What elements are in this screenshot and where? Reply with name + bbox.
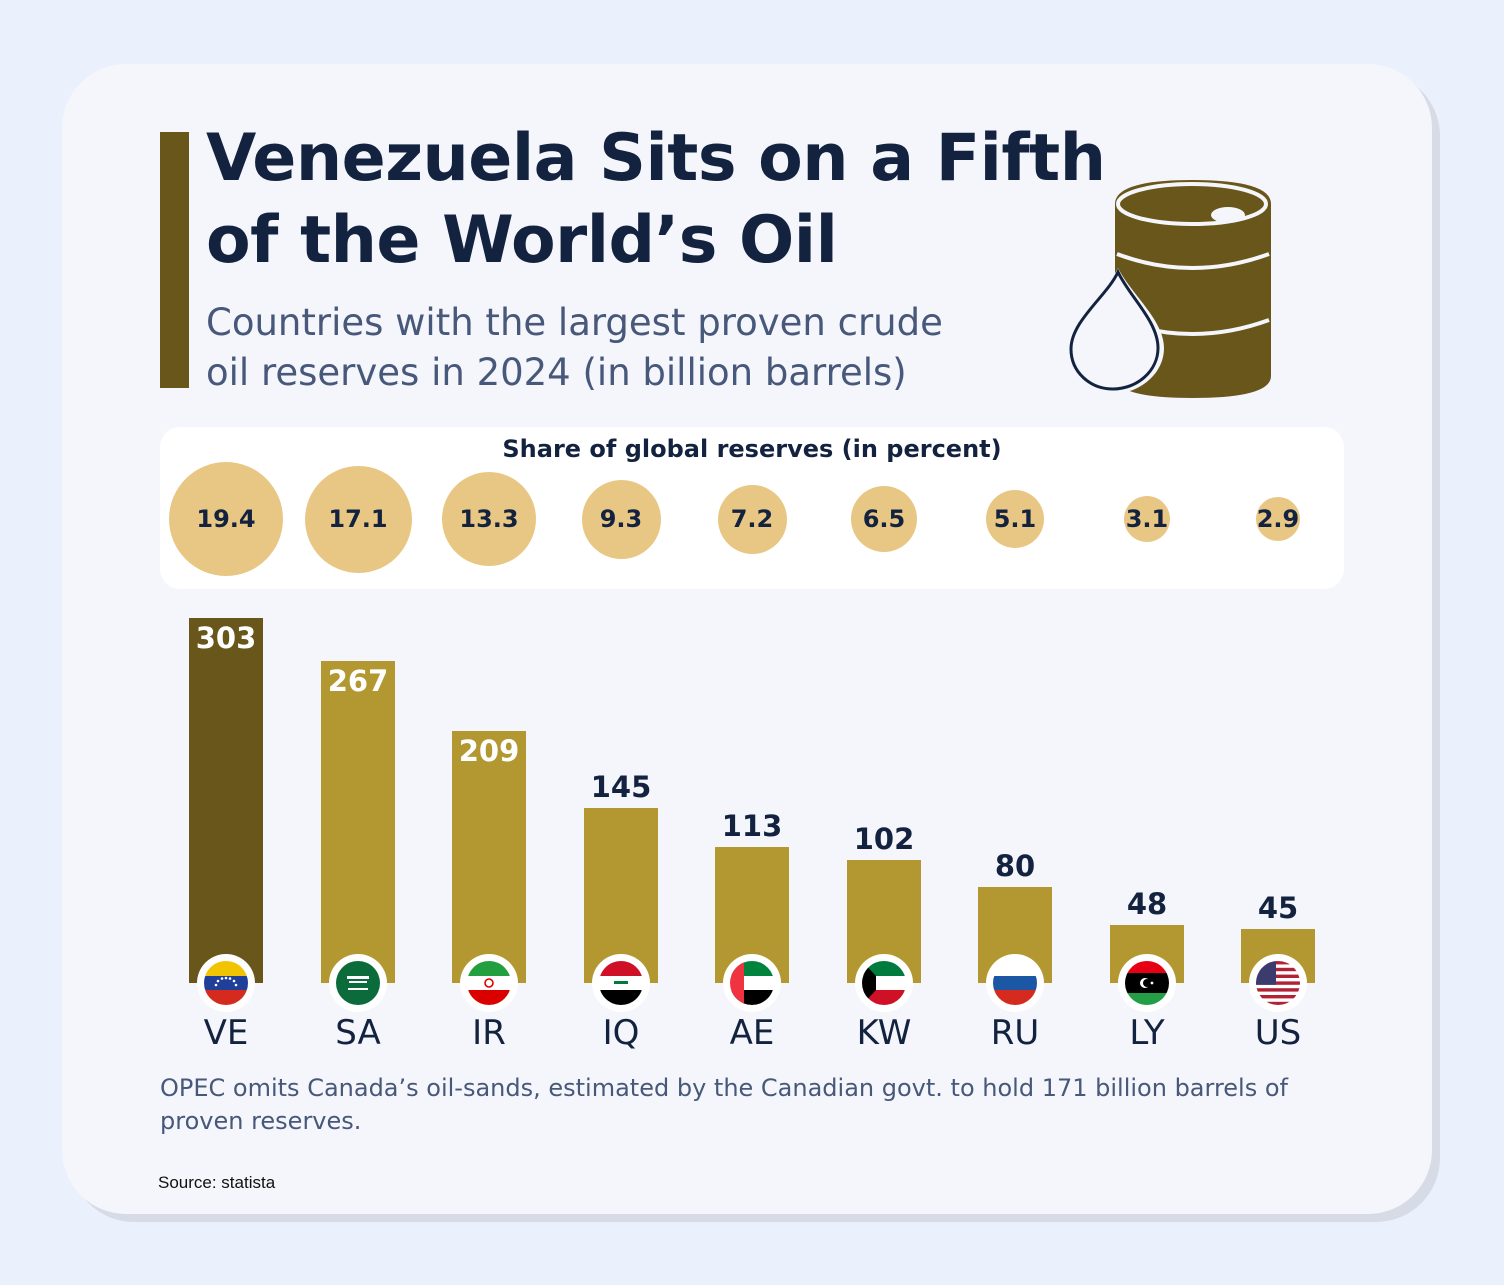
bar-value-label: 267 <box>327 664 389 698</box>
usa-flag-icon <box>1249 954 1307 1012</box>
oil-barrel-icon <box>1065 180 1271 398</box>
page-subtitle: Countries with the largest proven crude … <box>206 298 1006 398</box>
subtitle-line-1: Countries with the largest proven crude <box>206 301 943 344</box>
share-bubble: 19.4 <box>169 462 283 576</box>
libya-flag-icon <box>1118 954 1176 1012</box>
category-label: IQ <box>602 1013 640 1053</box>
iran-flag-icon <box>460 954 518 1012</box>
bar-sa <box>321 661 395 983</box>
title-accent-bar <box>160 132 189 388</box>
share-bubble: 6.5 <box>851 486 917 552</box>
category-label: IR <box>472 1013 506 1053</box>
share-bubble: 3.1 <box>1124 496 1170 542</box>
category-label: AE <box>729 1013 775 1053</box>
category-label: VE <box>203 1013 249 1053</box>
share-bubble: 7.2 <box>717 484 787 554</box>
share-panel: Share of global reserves (in percent) 19… <box>160 427 1344 589</box>
category-label: KW <box>856 1013 912 1053</box>
category-label: SA <box>335 1013 381 1053</box>
source-label: Source: statista <box>158 1173 276 1192</box>
subtitle-line-2: oil reserves in 2024 (in billion barrels… <box>206 351 907 394</box>
bar-value-label: 102 <box>853 822 915 856</box>
bar-value-label: 45 <box>1257 891 1299 925</box>
share-bubble: 13.3 <box>442 472 536 566</box>
venezuela-flag-icon <box>197 954 255 1012</box>
category-label: LY <box>1129 1013 1165 1053</box>
bar-ve <box>189 618 263 983</box>
saudi-arabia-flag-icon <box>329 954 387 1012</box>
uae-flag-icon <box>723 954 781 1012</box>
bar-value-label: 80 <box>994 849 1036 883</box>
page-title: Venezuela Sits on a Fifth of the World’s… <box>206 118 1106 282</box>
title-line-1: Venezuela Sits on a Fifth <box>206 121 1106 196</box>
share-bubble: 2.9 <box>1256 497 1300 541</box>
bar-value-label: 48 <box>1126 887 1168 921</box>
bar-ir <box>452 731 526 983</box>
iraq-flag-icon <box>592 954 650 1012</box>
share-bubble: 5.1 <box>986 490 1044 548</box>
share-bubble: 17.1 <box>304 465 412 573</box>
footnote: OPEC omits Canada’s oil-sands, estimated… <box>160 1074 1288 1135</box>
bar-value-label: 113 <box>721 809 783 843</box>
category-label: RU <box>990 1013 1040 1053</box>
bar-value-label: 145 <box>590 770 652 804</box>
kuwait-flag-icon <box>855 954 913 1012</box>
bar-value-label: 303 <box>195 621 257 655</box>
share-bubble: 9.3 <box>581 479 661 559</box>
title-line-2: of the World’s Oil <box>206 203 838 278</box>
share-panel-title: Share of global reserves (in percent) <box>502 435 1002 463</box>
category-label: US <box>1254 1013 1302 1053</box>
bar-iq <box>584 808 658 983</box>
russia-flag-icon <box>986 954 1044 1012</box>
bar-value-label: 209 <box>458 734 520 768</box>
